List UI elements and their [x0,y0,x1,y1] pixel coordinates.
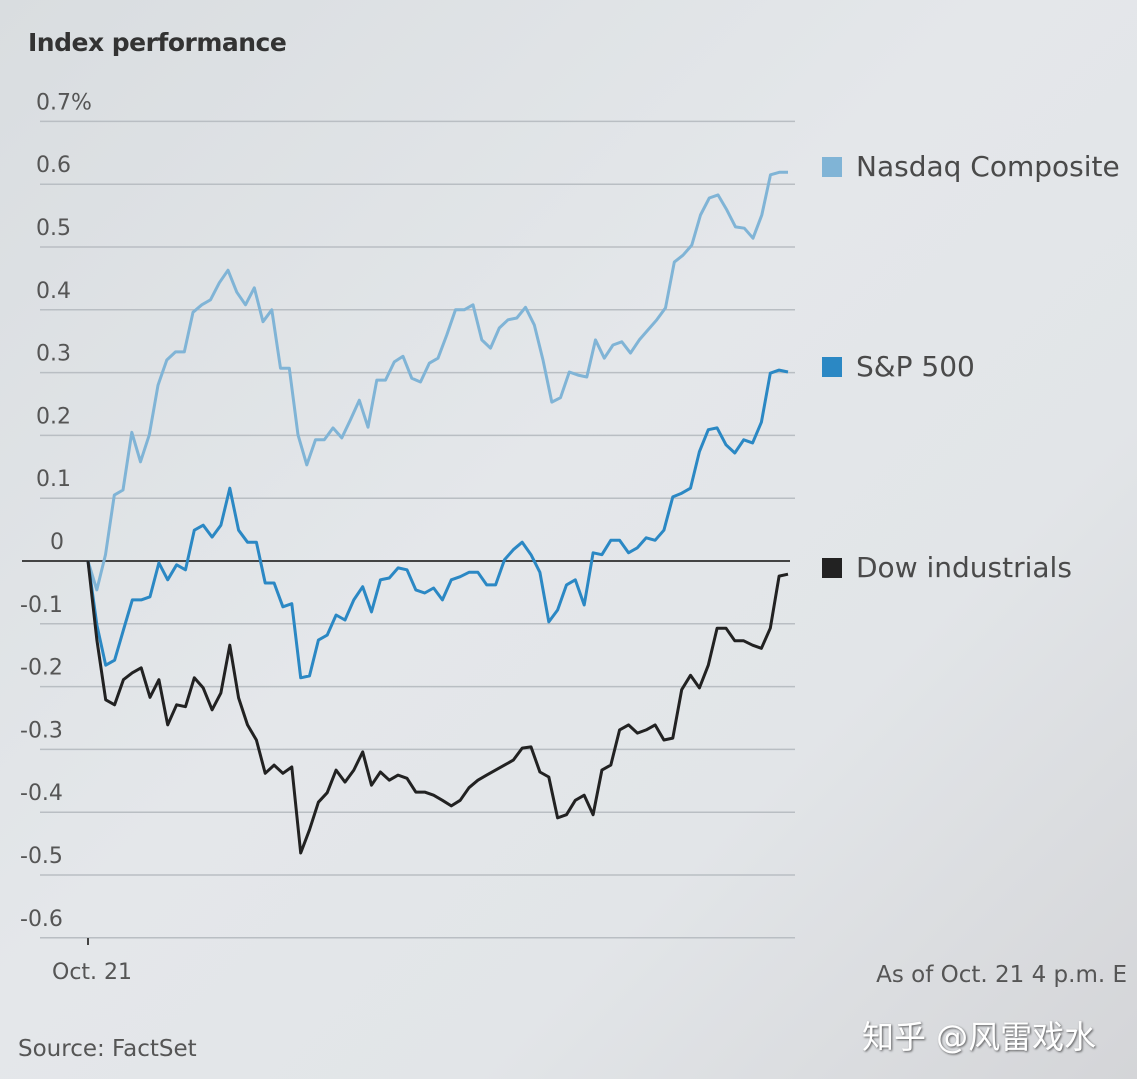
legend-item-dow: Dow industrials [822,551,1072,584]
y-tick-label: -0.6 [20,907,63,932]
y-tick-label: 0.5 [36,216,71,241]
y-tick-label: 0.3 [36,342,71,367]
y-tick-label: 0.2 [36,404,71,429]
sp500-line [86,368,789,680]
x-tick-label: Oct. 21 [52,960,133,985]
legend-item-nasdaq: Nasdaq Composite [822,150,1120,183]
as-of-note: As of Oct. 21 4 p.m. E [876,962,1127,988]
y-tick-label: -0.3 [20,718,63,743]
y-tick-label: 0.1 [36,467,71,492]
legend-label-dow: Dow industrials [856,551,1072,584]
legend-swatch-sp500 [822,356,842,377]
y-tick-label: -0.2 [20,656,63,681]
y-tick-label: -0.5 [20,844,63,869]
y-tick-label: 0.6 [36,153,71,178]
y-tick-label: 0.7% [36,90,92,115]
legend-label-sp500: S&P 500 [856,350,975,383]
legend-swatch-nasdaq [822,156,842,177]
legend-item-sp500: S&P 500 [822,350,975,383]
dow-line [86,560,789,855]
source-note: Source: FactSet [18,1036,197,1062]
nasdaq-line [86,170,788,592]
y-tick-label: -0.1 [20,593,63,618]
chart-title: Index performance [28,28,287,57]
y-tick-label: 0.4 [36,279,71,304]
watermark: 知乎 @风雷戏水 [862,1018,1097,1056]
legend-label-nasdaq: Nasdaq Composite [856,150,1120,183]
y-tick-label: 0 [50,530,64,555]
legend-swatch-dow [822,557,842,578]
y-tick-label: -0.4 [20,781,63,806]
